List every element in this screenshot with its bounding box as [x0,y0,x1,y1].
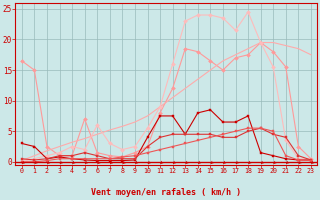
X-axis label: Vent moyen/en rafales ( km/h ): Vent moyen/en rafales ( km/h ) [92,188,241,197]
